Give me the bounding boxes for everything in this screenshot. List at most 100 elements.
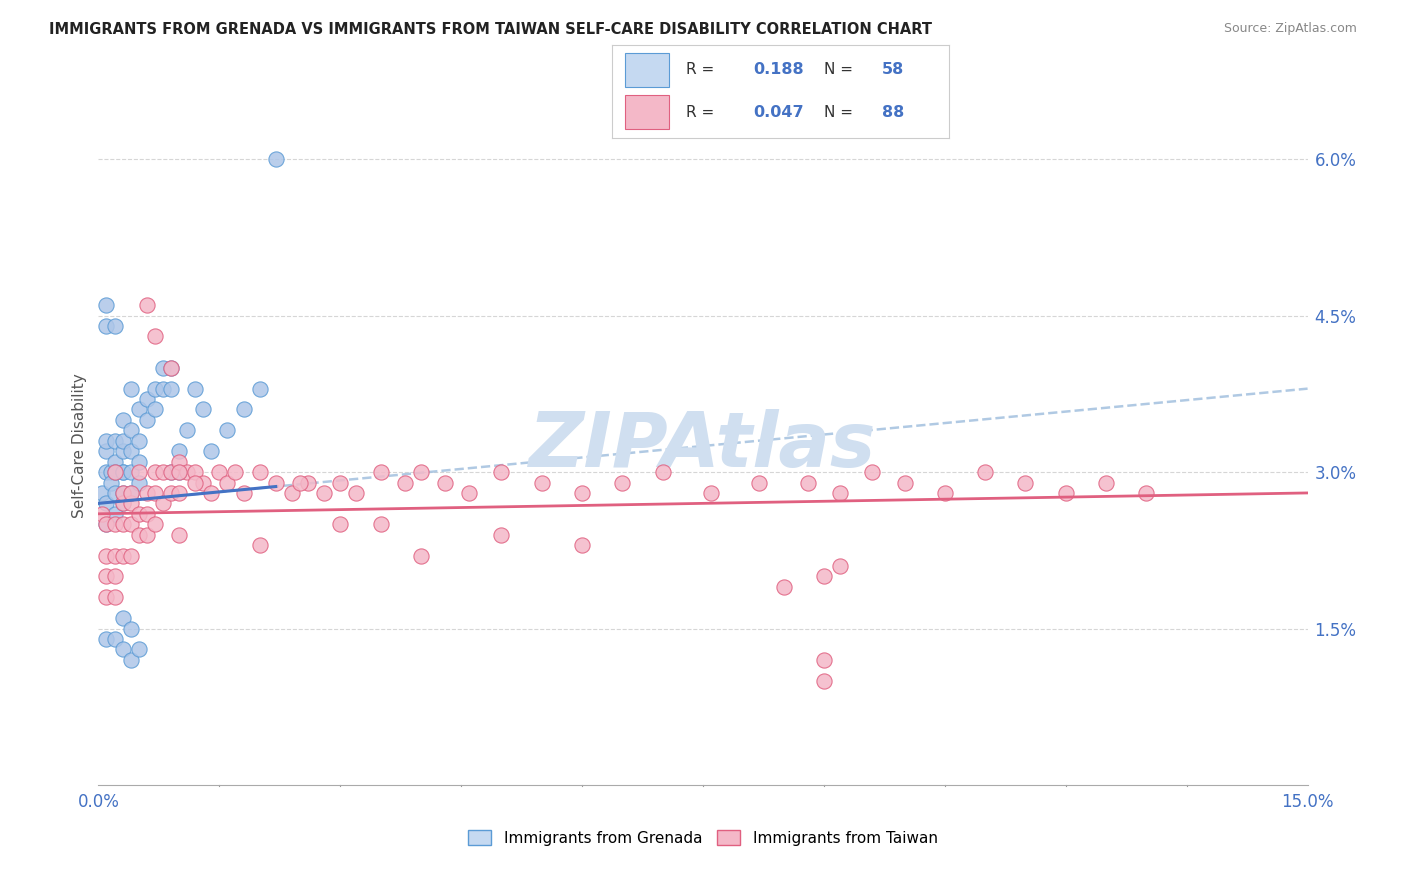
Point bbox=[91, 486, 114, 500]
Point bbox=[748, 475, 770, 490]
Point bbox=[893, 475, 915, 490]
Point bbox=[103, 434, 125, 448]
Point bbox=[264, 152, 287, 166]
Point bbox=[772, 580, 794, 594]
Point bbox=[103, 319, 125, 334]
Point bbox=[96, 591, 118, 605]
Point bbox=[96, 319, 118, 334]
Point bbox=[160, 486, 183, 500]
Point bbox=[128, 527, 150, 541]
Point bbox=[224, 465, 246, 479]
Point bbox=[135, 298, 157, 312]
Point bbox=[370, 465, 392, 479]
Point bbox=[120, 465, 142, 479]
Point bbox=[232, 402, 254, 417]
Point bbox=[128, 402, 150, 417]
Point bbox=[288, 475, 311, 490]
Point bbox=[103, 517, 125, 532]
Point bbox=[160, 465, 183, 479]
Point bbox=[1135, 486, 1157, 500]
Point bbox=[111, 496, 134, 510]
Point bbox=[152, 382, 174, 396]
Point bbox=[813, 569, 835, 583]
Point bbox=[96, 465, 118, 479]
Point bbox=[120, 496, 142, 510]
Point bbox=[120, 653, 142, 667]
Point bbox=[249, 382, 271, 396]
Point bbox=[103, 465, 125, 479]
Point bbox=[128, 642, 150, 657]
Point bbox=[249, 538, 271, 552]
Point bbox=[264, 475, 287, 490]
Point bbox=[974, 465, 997, 479]
Point bbox=[103, 549, 125, 563]
Point bbox=[120, 444, 142, 458]
Point bbox=[1054, 486, 1077, 500]
Point bbox=[208, 465, 231, 479]
Point bbox=[571, 486, 593, 500]
Point bbox=[167, 486, 190, 500]
Point bbox=[120, 486, 142, 500]
Point bbox=[96, 632, 118, 646]
Point bbox=[111, 549, 134, 563]
Point bbox=[96, 434, 118, 448]
Point bbox=[111, 465, 134, 479]
Point bbox=[797, 475, 820, 490]
Point bbox=[297, 475, 319, 490]
Point bbox=[143, 517, 166, 532]
Point bbox=[103, 465, 125, 479]
Point bbox=[143, 486, 166, 500]
Point bbox=[193, 475, 215, 490]
Text: R =: R = bbox=[686, 62, 718, 78]
Bar bbox=[626, 53, 669, 87]
Point bbox=[96, 517, 118, 532]
Point bbox=[217, 423, 239, 437]
Point bbox=[135, 486, 157, 500]
Point bbox=[111, 434, 134, 448]
Point bbox=[176, 423, 198, 437]
Point bbox=[458, 486, 481, 500]
Text: 88: 88 bbox=[882, 104, 904, 120]
Point bbox=[200, 444, 222, 458]
Point bbox=[934, 486, 956, 500]
Point bbox=[111, 642, 134, 657]
Point bbox=[184, 382, 207, 396]
Point bbox=[111, 486, 134, 500]
Point bbox=[103, 507, 125, 521]
Point bbox=[184, 465, 207, 479]
Point bbox=[571, 538, 593, 552]
Point bbox=[120, 622, 142, 636]
Point bbox=[612, 475, 634, 490]
Point bbox=[120, 486, 142, 500]
Point bbox=[167, 465, 190, 479]
Point bbox=[128, 475, 150, 490]
Point bbox=[344, 486, 367, 500]
Point bbox=[96, 496, 118, 510]
Point bbox=[143, 329, 166, 343]
Point bbox=[96, 298, 118, 312]
Point bbox=[135, 527, 157, 541]
Point bbox=[135, 413, 157, 427]
Point bbox=[111, 611, 134, 625]
Point bbox=[232, 486, 254, 500]
Point bbox=[96, 517, 118, 532]
Point bbox=[143, 465, 166, 479]
Point bbox=[1095, 475, 1118, 490]
Text: 0.188: 0.188 bbox=[754, 62, 804, 78]
Point bbox=[217, 475, 239, 490]
Point bbox=[128, 455, 150, 469]
Point bbox=[329, 475, 352, 490]
Point bbox=[1014, 475, 1036, 490]
Text: N =: N = bbox=[824, 62, 858, 78]
Point bbox=[152, 465, 174, 479]
Text: R =: R = bbox=[686, 104, 718, 120]
Point bbox=[111, 517, 134, 532]
Point bbox=[394, 475, 416, 490]
Point bbox=[200, 486, 222, 500]
Point bbox=[111, 444, 134, 458]
Point bbox=[160, 465, 183, 479]
Point bbox=[120, 517, 142, 532]
Point bbox=[128, 434, 150, 448]
Point bbox=[143, 382, 166, 396]
Point bbox=[813, 653, 835, 667]
